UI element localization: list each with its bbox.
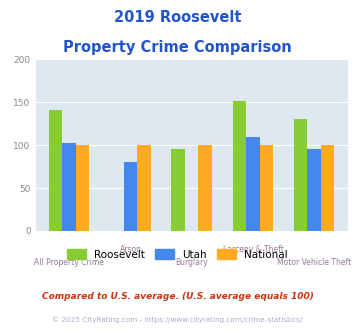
Text: Burglary: Burglary — [175, 258, 208, 267]
Bar — [321, 145, 334, 231]
Bar — [62, 143, 76, 231]
Bar — [171, 149, 185, 231]
Legend: Roosevelt, Utah, National: Roosevelt, Utah, National — [63, 245, 292, 264]
Bar — [76, 145, 89, 231]
Text: Compared to U.S. average. (U.S. average equals 100): Compared to U.S. average. (U.S. average … — [42, 292, 313, 301]
Bar — [49, 110, 62, 231]
Bar — [137, 145, 151, 231]
Bar — [294, 118, 307, 231]
Text: Property Crime Comparison: Property Crime Comparison — [63, 40, 292, 54]
Bar — [198, 145, 212, 231]
Text: All Property Crime: All Property Crime — [34, 258, 104, 267]
Text: Motor Vehicle Theft: Motor Vehicle Theft — [277, 258, 351, 267]
Text: Larceny & Theft: Larceny & Theft — [223, 245, 283, 254]
Bar — [246, 138, 260, 231]
Bar — [307, 148, 321, 231]
Text: © 2025 CityRating.com - https://www.cityrating.com/crime-statistics/: © 2025 CityRating.com - https://www.city… — [53, 317, 302, 323]
Text: Arson: Arson — [119, 245, 141, 254]
Bar — [260, 145, 273, 231]
Bar — [233, 101, 246, 231]
Bar — [124, 162, 137, 231]
Text: 2019 Roosevelt: 2019 Roosevelt — [114, 10, 241, 25]
